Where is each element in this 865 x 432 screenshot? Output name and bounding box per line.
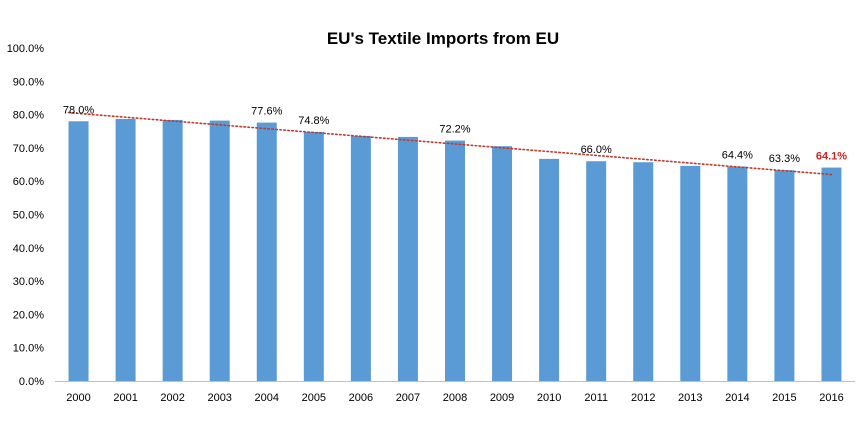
y-tick-label: 40.0% bbox=[13, 243, 44, 255]
bar-2003 bbox=[209, 120, 230, 382]
data-label-2014: 64.4% bbox=[722, 150, 753, 162]
y-tick-label: 10.0% bbox=[13, 343, 44, 355]
y-tick-label: 70.0% bbox=[13, 143, 44, 155]
bar-2016 bbox=[821, 167, 842, 381]
bars bbox=[55, 118, 855, 382]
x-tick-label: 2000 bbox=[66, 392, 90, 404]
y-tick-label: 30.0% bbox=[13, 276, 44, 288]
chart-title: EU's Textile Imports from EU bbox=[327, 29, 559, 48]
bar-2014 bbox=[727, 166, 748, 381]
x-tick-label: 2014 bbox=[725, 392, 749, 404]
y-tick-label: 50.0% bbox=[13, 210, 44, 222]
x-tick-label: 2009 bbox=[490, 392, 514, 404]
x-tick-label: 2010 bbox=[537, 392, 561, 404]
x-tick-label: 2008 bbox=[443, 392, 467, 404]
y-tick-label: 90.0% bbox=[13, 76, 44, 88]
x-tick-label: 2015 bbox=[772, 392, 796, 404]
data-label-2004: 77.6% bbox=[251, 106, 282, 118]
data-label-2000: 78.0% bbox=[63, 104, 94, 116]
data-label-2005: 74.8% bbox=[298, 115, 329, 127]
x-tick-label: 2006 bbox=[349, 392, 373, 404]
y-tick-label: 20.0% bbox=[13, 309, 44, 321]
bar-2005 bbox=[303, 131, 324, 381]
x-tick-label: 2011 bbox=[584, 392, 608, 404]
bar-2006 bbox=[350, 135, 371, 381]
x-tick-label: 2004 bbox=[255, 392, 279, 404]
bar-2001 bbox=[115, 118, 136, 381]
bar-2004 bbox=[256, 122, 277, 381]
y-tick-label: 60.0% bbox=[13, 176, 44, 188]
x-axis-ticks: 2000 2001 2002 2003 2004 2005 2006 2007 2008 2009… bbox=[66, 392, 843, 404]
bar-2007 bbox=[397, 136, 418, 381]
y-tick-label: 100.0% bbox=[7, 43, 45, 55]
x-tick-label: 2013 bbox=[678, 392, 702, 404]
bar-2010 bbox=[539, 158, 560, 381]
bar-2013 bbox=[680, 165, 701, 381]
data-labels: 78.0% 77.6% 74.8% 72.2% 66.0% 64.4% 63.3% 64.1% bbox=[63, 104, 847, 165]
x-tick-label: 2001 bbox=[113, 392, 137, 404]
x-tick-label: 2007 bbox=[396, 392, 420, 404]
x-tick-label: 2012 bbox=[631, 392, 655, 404]
x-tick-label: 2002 bbox=[160, 392, 184, 404]
data-label-2011: 66.0% bbox=[581, 144, 612, 156]
bar-2000 bbox=[68, 121, 89, 381]
bar-2012 bbox=[633, 162, 654, 381]
x-tick-label: 2003 bbox=[207, 392, 231, 404]
y-tick-label: 80.0% bbox=[13, 110, 44, 122]
data-label-2008: 72.2% bbox=[439, 124, 470, 136]
bar-2008 bbox=[445, 140, 465, 381]
bar-2015 bbox=[774, 170, 795, 381]
trendline-group bbox=[67, 111, 833, 176]
bar-2002 bbox=[162, 119, 183, 381]
y-axis-ticks: 0.0% 10.0% 20.0% 30.0% 40.0% 50.0% 60.0% 70.0% 8… bbox=[7, 43, 45, 388]
trendline bbox=[67, 111, 833, 176]
x-tick-label: 2016 bbox=[819, 392, 843, 404]
data-label-2016: 64.1% bbox=[816, 151, 847, 163]
y-tick-label: 0.0% bbox=[19, 376, 44, 388]
bar-2011 bbox=[586, 161, 607, 381]
bar-2009 bbox=[492, 146, 513, 381]
data-label-2015: 63.3% bbox=[769, 153, 800, 165]
x-tick-label: 2005 bbox=[302, 392, 326, 404]
